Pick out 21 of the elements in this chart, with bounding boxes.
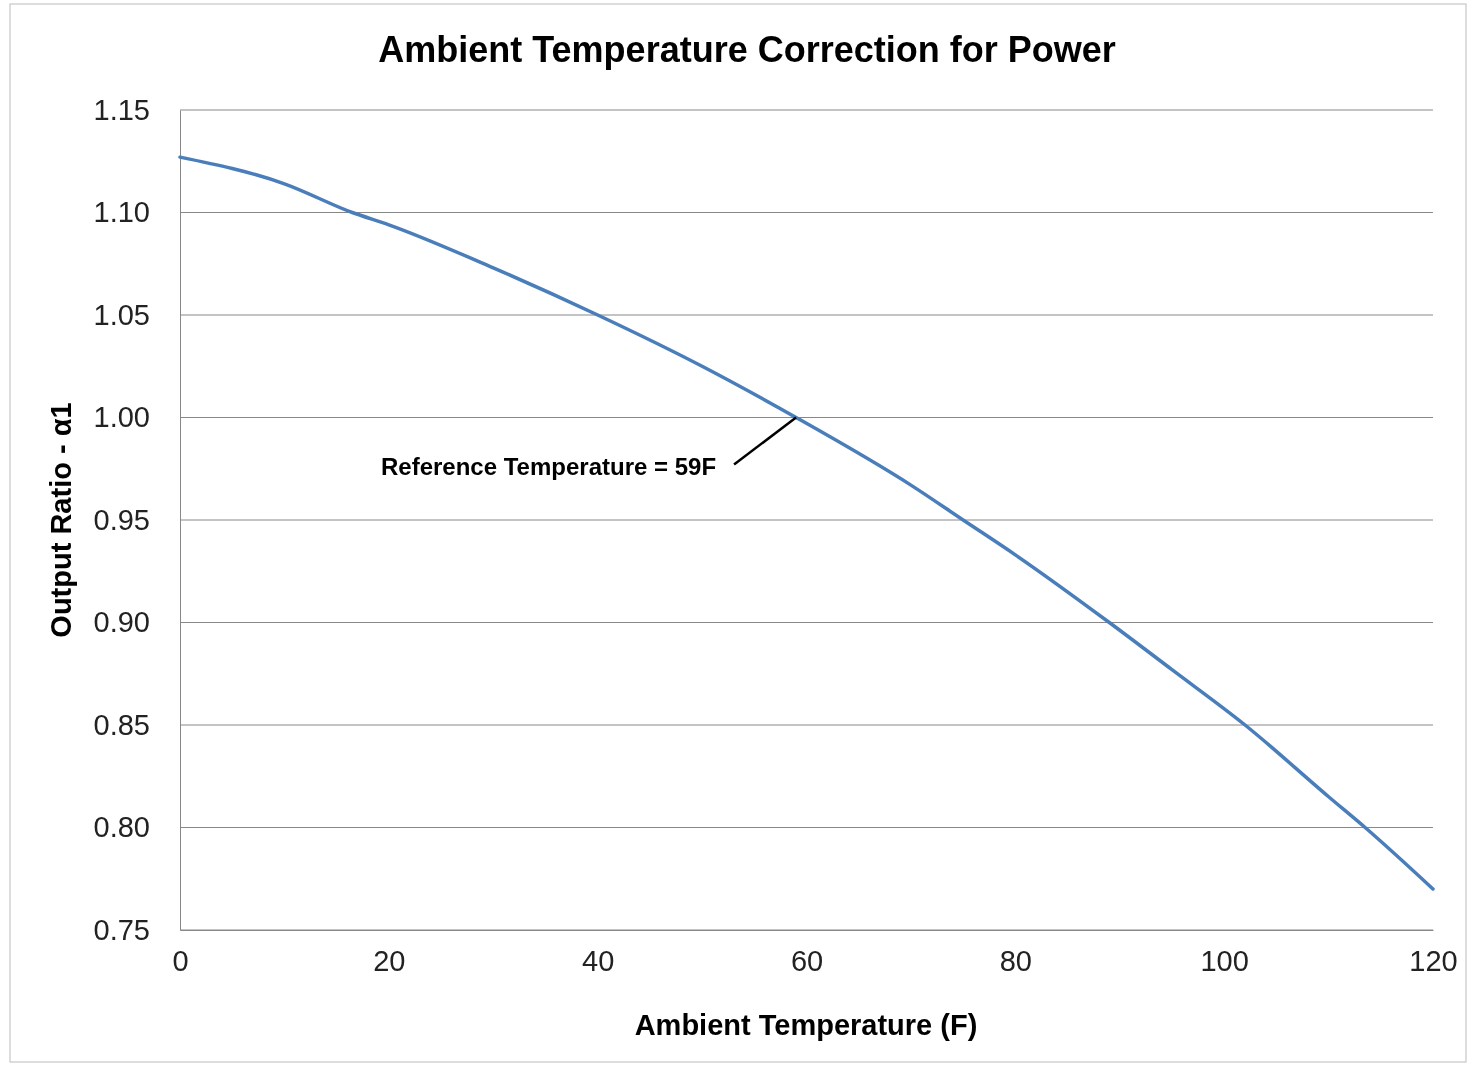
x-tick-label: 120 [1409,944,1458,977]
x-tick-label: 0 [172,944,189,977]
y-tick-label: 0.75 [93,913,150,946]
y-tick-label: 0.90 [93,606,150,639]
y-tick-label: 1.10 [93,196,150,229]
x-tick-label: 20 [373,944,406,977]
y-tick-label: 1.15 [93,93,150,126]
x-tick-label: 60 [790,944,824,977]
x-tick-label: 80 [999,944,1032,977]
y-tick-label: 0.80 [93,811,150,844]
y-axis-title: Output Ratio - α1 [45,402,77,638]
y-tick-label: 0.85 [93,708,150,741]
line-series [178,155,1435,891]
chart-title: Ambient Temperature Correction for Power [378,29,1116,70]
x-tick-label: 40 [582,944,615,977]
y-tick-label: 1.05 [93,298,150,331]
x-tick-label: 100 [1200,944,1249,977]
x-axis-title: Ambient Temperature (F) [634,1009,978,1041]
annotation: Reference Temperature = 59F [381,452,717,480]
y-tick-label: 0.95 [93,503,150,536]
y-tick-label: 1.00 [93,401,150,434]
